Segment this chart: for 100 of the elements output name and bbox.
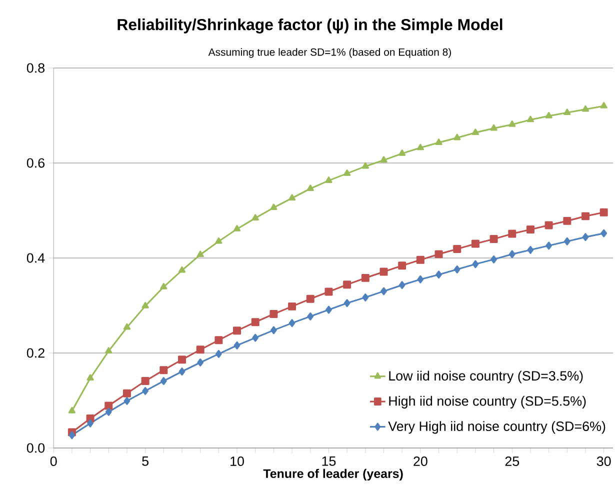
x-tick-label: 30 xyxy=(596,456,611,466)
point xyxy=(600,208,608,216)
point xyxy=(270,310,278,318)
point xyxy=(324,288,333,296)
point xyxy=(288,194,296,201)
point xyxy=(380,156,388,163)
point xyxy=(564,237,570,246)
legend-label: Low iid noise country (SD=3.5%) xyxy=(389,370,583,384)
point xyxy=(435,138,442,145)
point xyxy=(288,319,296,328)
y-tick-label: 0.0 xyxy=(26,443,45,453)
chart-subtitle: Assuming true leader SD=1% (based on Equation 8) xyxy=(208,48,451,58)
point xyxy=(197,358,204,366)
point xyxy=(581,212,590,220)
point xyxy=(472,128,480,135)
point xyxy=(178,266,186,273)
point xyxy=(600,229,608,238)
point xyxy=(142,386,149,395)
point xyxy=(215,350,222,358)
legend-label: High iid noise country (SD=5.5%) xyxy=(389,396,586,408)
point xyxy=(508,120,516,127)
y-tick-label: 0.8 xyxy=(26,63,44,73)
y-tick-label: 0.6 xyxy=(26,158,44,168)
point xyxy=(563,216,572,225)
point xyxy=(490,234,498,243)
point xyxy=(124,396,130,405)
point xyxy=(122,389,131,398)
point xyxy=(234,341,240,350)
point xyxy=(105,408,112,416)
point xyxy=(582,233,589,242)
x-axis-title: Tenure of leader (years) xyxy=(263,468,403,480)
point xyxy=(68,431,76,440)
point xyxy=(86,374,94,381)
x-tick-label: 20 xyxy=(414,456,428,466)
point xyxy=(196,250,204,258)
point xyxy=(251,318,260,326)
point xyxy=(123,323,131,330)
point xyxy=(508,230,516,238)
point xyxy=(380,268,388,276)
y-tick-label: 0.2 xyxy=(26,348,44,358)
point xyxy=(453,244,462,253)
point xyxy=(471,240,480,248)
point xyxy=(252,334,259,342)
point xyxy=(362,293,369,302)
point xyxy=(362,162,369,169)
x-tick-label: 5 xyxy=(142,456,148,466)
point xyxy=(398,149,406,156)
point xyxy=(178,368,186,376)
point xyxy=(544,221,553,230)
point xyxy=(160,282,168,290)
point xyxy=(160,377,167,386)
point xyxy=(306,184,314,192)
point xyxy=(344,299,350,308)
point xyxy=(600,102,608,108)
point xyxy=(564,108,571,116)
point xyxy=(252,214,259,220)
point xyxy=(326,306,332,314)
point xyxy=(233,326,242,335)
point xyxy=(68,406,76,414)
point xyxy=(582,105,590,112)
point xyxy=(527,246,534,254)
point xyxy=(196,346,204,354)
x-tick-label: 10 xyxy=(230,456,244,466)
point xyxy=(490,255,497,264)
point xyxy=(141,377,150,386)
point xyxy=(508,250,516,258)
point xyxy=(215,237,222,244)
point xyxy=(325,176,332,183)
point xyxy=(546,242,552,250)
point xyxy=(416,144,424,150)
point xyxy=(454,134,461,140)
point xyxy=(361,274,370,282)
point xyxy=(306,294,314,303)
y-tick-label: 0.4 xyxy=(26,253,45,263)
point xyxy=(214,336,223,344)
point xyxy=(472,260,479,268)
point xyxy=(490,124,498,131)
point xyxy=(545,112,552,118)
point xyxy=(270,326,277,334)
x-tick-label: 15 xyxy=(322,456,336,466)
point xyxy=(87,419,94,428)
x-tick-label: 25 xyxy=(505,456,520,466)
point xyxy=(105,347,112,354)
point xyxy=(380,287,387,296)
point xyxy=(434,250,443,258)
point xyxy=(454,265,460,274)
point xyxy=(178,356,186,364)
point xyxy=(343,169,351,176)
point xyxy=(526,225,534,234)
point xyxy=(270,204,278,210)
point xyxy=(104,402,113,410)
point xyxy=(142,302,149,308)
point xyxy=(288,302,296,310)
point xyxy=(160,366,168,374)
legend-label: Very High iid noise country (SD=6%) xyxy=(388,421,606,434)
point xyxy=(436,270,442,279)
point xyxy=(343,280,352,289)
point xyxy=(307,312,314,320)
point xyxy=(398,281,406,290)
point xyxy=(417,275,424,284)
